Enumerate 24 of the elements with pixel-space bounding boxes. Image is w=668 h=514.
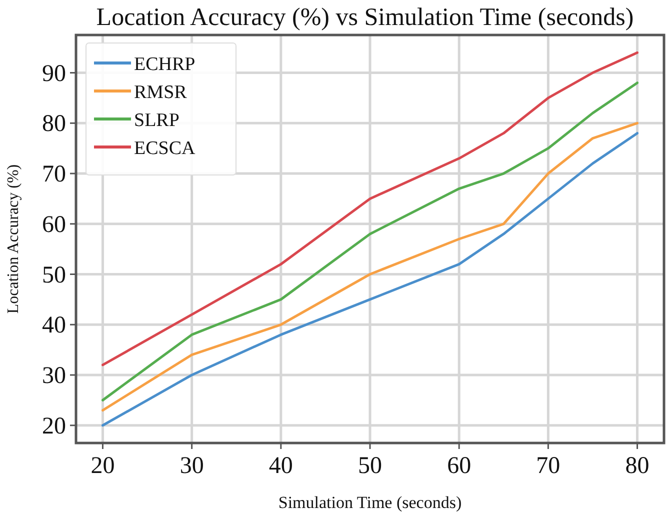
y-tick-label: 40 — [42, 312, 66, 339]
x-tick-label: 20 — [90, 453, 115, 479]
legend-label: ECSCA — [134, 138, 196, 159]
y-tick-label: 20 — [42, 413, 66, 440]
x-tick-label: 30 — [180, 453, 204, 479]
line-series — [101, 82, 639, 402]
x-tick-label: 70 — [536, 453, 560, 479]
x-tick-label: 50 — [358, 453, 382, 479]
y-axis-title: Location Accuracy (%) — [5, 164, 22, 314]
legend-label: ECHRP — [134, 54, 196, 75]
chart-title: Location Accuracy (%) vs Simulation Time (seconds) — [96, 4, 634, 31]
x-axis-title: Simulation Time (seconds) — [278, 493, 462, 512]
y-tick-label: 70 — [42, 162, 66, 188]
y-tick-label: 50 — [42, 262, 66, 288]
y-tick-label: 80 — [42, 111, 66, 138]
x-tick-label: 40 — [268, 453, 293, 479]
legend-label: SLRP — [134, 110, 180, 131]
y-tick-label: 30 — [42, 363, 66, 389]
x-tick-label: 60 — [447, 453, 472, 479]
line-series — [101, 51, 639, 366]
y-tick-label: 90 — [42, 60, 66, 87]
x-tick-label: 80 — [625, 453, 650, 479]
legend-label: RMSR — [134, 82, 188, 103]
y-tick-label: 60 — [42, 212, 66, 238]
